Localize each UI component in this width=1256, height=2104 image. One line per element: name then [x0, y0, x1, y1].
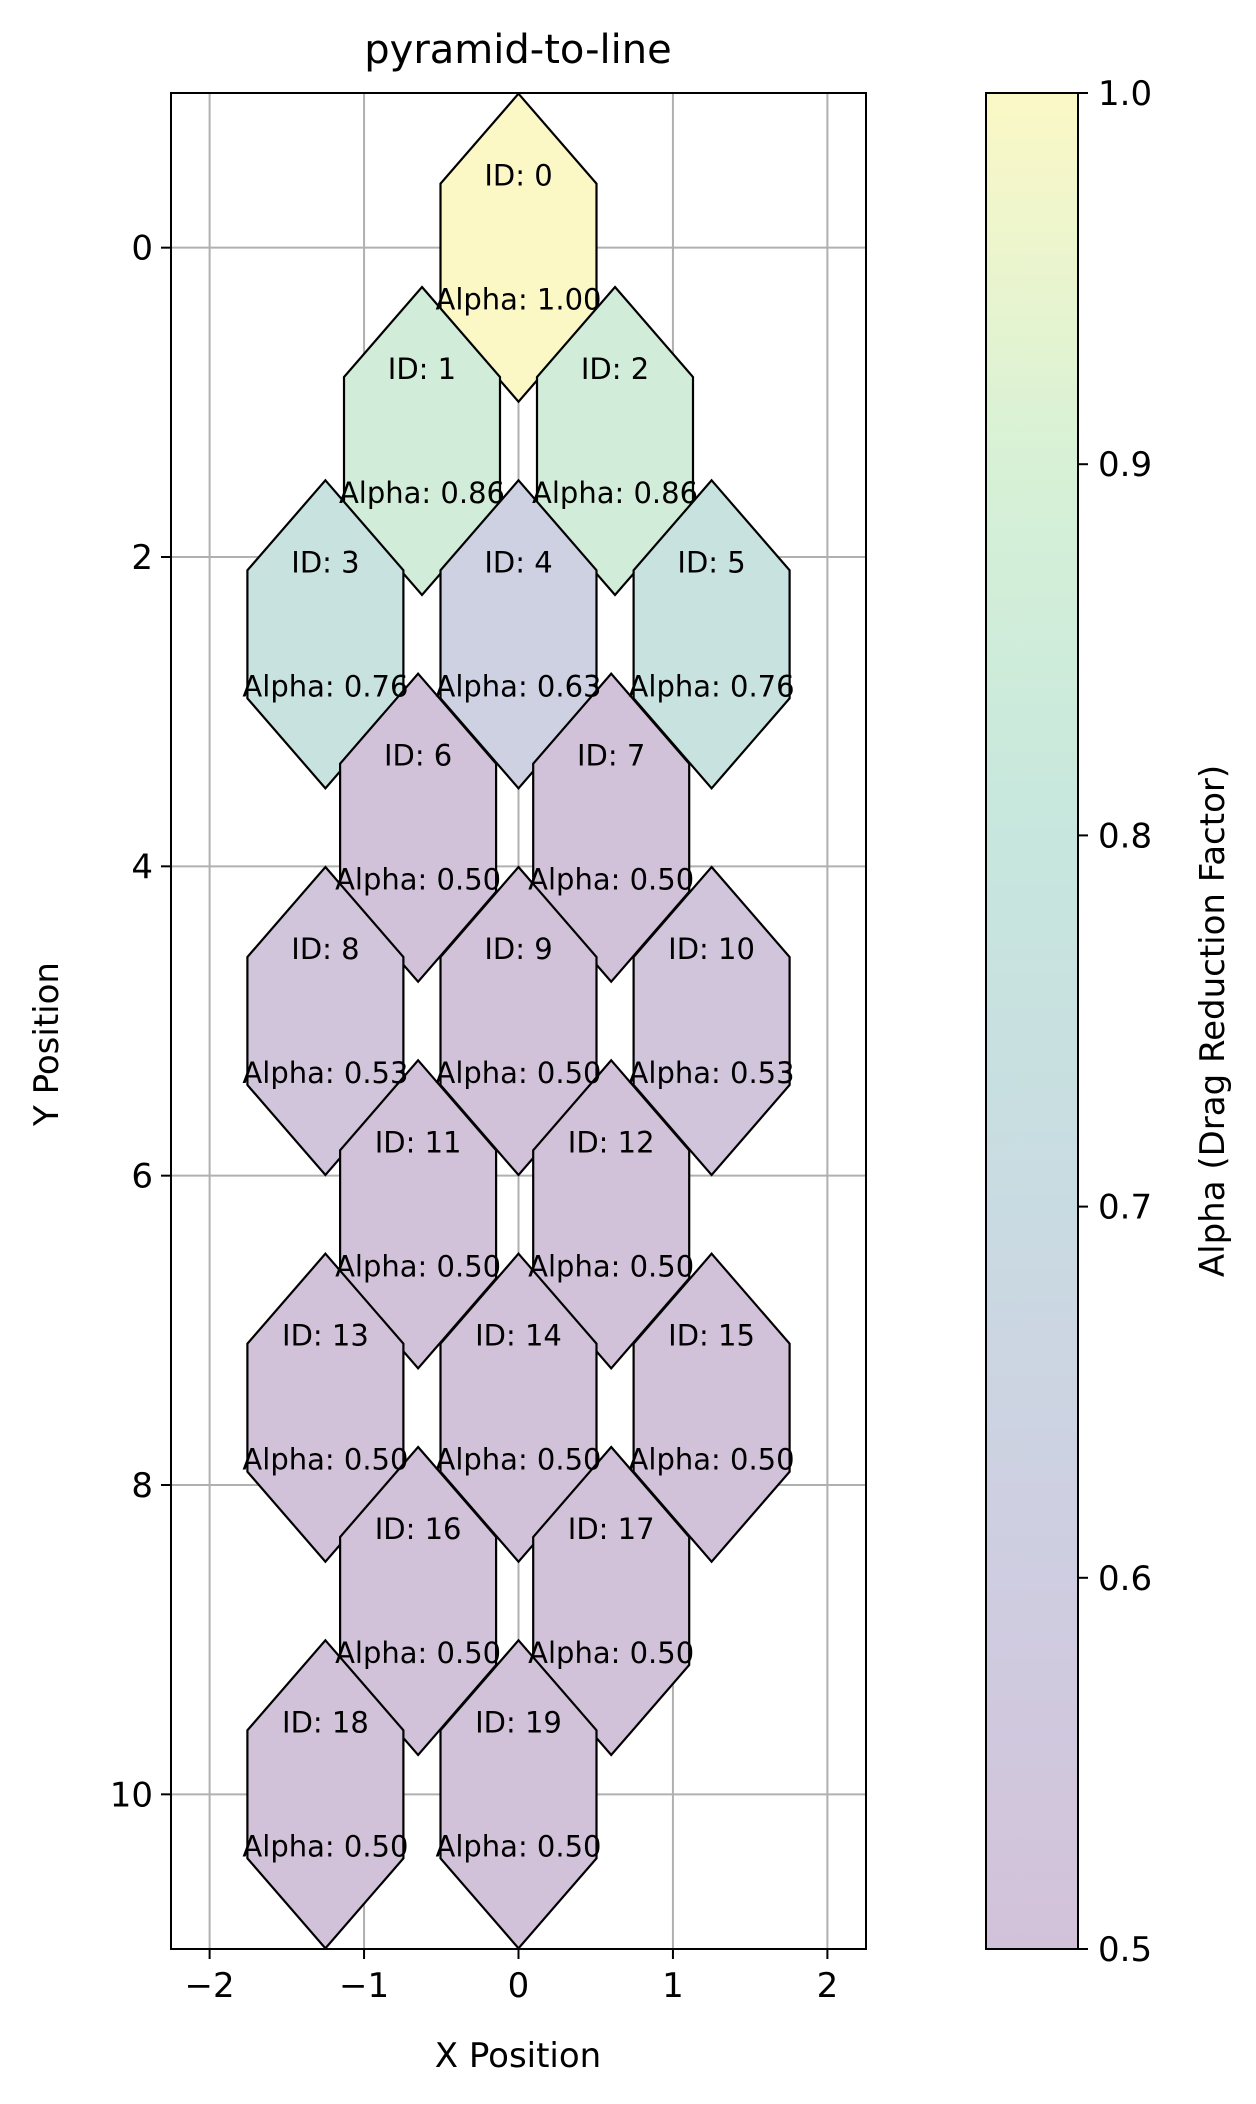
hexagon-alpha-label: Alpha: 0.50 [435, 1443, 601, 1477]
hexagon-cell [339, 1058, 498, 1370]
x-axis-ticks: −2 −1 0 1 2 [185, 1949, 839, 2006]
hexagon-id-label: ID: 15 [668, 1319, 755, 1353]
hexagon-id-label: ID: 2 [581, 352, 649, 386]
y-tick-label: 10 [110, 1775, 153, 1815]
hexagon-alpha-label: Alpha: 0.76 [629, 669, 795, 703]
hexagon-id-label: ID: 12 [568, 1125, 655, 1159]
colorbar-label: Alpha (Drag Reduction Factor) [1193, 765, 1233, 1277]
hexagon-id-label: ID: 14 [475, 1319, 562, 1353]
hexagon-alpha-label: Alpha: 0.86 [532, 476, 698, 510]
hexagon-cell [535, 285, 695, 597]
hexagon-alpha-label: Alpha: 0.50 [335, 863, 501, 897]
colorbar [985, 92, 1079, 1950]
y-tick-label: 0 [131, 229, 153, 269]
hexagon-alpha-label: Alpha: 0.50 [335, 1636, 501, 1670]
chart-title: pyramid-to-line [364, 27, 671, 73]
x-tick-label: 0 [508, 1966, 530, 2006]
hexagon-cell [339, 1445, 498, 1757]
hexagon-cell [439, 1252, 598, 1564]
hexagon-id-label: ID: 17 [568, 1512, 655, 1546]
hexagon-id-label: ID: 3 [291, 545, 359, 579]
x-tick-label: −1 [339, 1966, 389, 2006]
hexagon-alpha-label: Alpha: 0.53 [242, 1056, 408, 1090]
y-tick-label: 4 [131, 847, 153, 887]
hexagon-alpha-label: Alpha: 0.50 [629, 1443, 795, 1477]
hexagon-cell [632, 1252, 791, 1564]
hexagon-cell [439, 865, 598, 1177]
hexagon-alpha-label: Alpha: 0.86 [339, 476, 505, 510]
hexagon-id-label: ID: 16 [375, 1512, 462, 1546]
colorbar-tick-label: 1.0 [1098, 74, 1152, 114]
hexagon-cell [339, 672, 498, 984]
hexagon-id-label: ID: 13 [282, 1319, 369, 1353]
x-tick-label: 1 [662, 1966, 684, 2006]
hexagon-id-label: ID: 10 [668, 932, 755, 966]
hexagon-alpha-label: Alpha: 0.63 [435, 669, 601, 703]
hexagon-alpha-label: Alpha: 0.76 [242, 669, 408, 703]
hexagon-id-label: ID: 0 [484, 159, 552, 193]
hexagon-layer [246, 92, 791, 1950]
hexagon-label-layer: ID: 0 Alpha: 1.00 ID: 1 Alpha: 0.86 ID: 2 Alp… [242, 159, 794, 1864]
hexagon-id-label: ID: 19 [475, 1705, 562, 1739]
colorbar-tick-label: 0.8 [1098, 816, 1152, 856]
y-tick-label: 8 [131, 1466, 153, 1506]
hexagon-id-label: ID: 11 [375, 1125, 462, 1159]
hexagon-alpha-label: Alpha: 1.00 [435, 283, 601, 317]
hexagon-id-label: ID: 5 [677, 545, 745, 579]
hexagon-alpha-label: Alpha: 0.50 [528, 1636, 694, 1670]
y-axis-ticks: 0 2 4 6 8 10 [110, 229, 171, 1815]
x-tick-label: −2 [185, 1966, 235, 2006]
hexagon-cell [246, 478, 405, 790]
hexagon-alpha-label: Alpha: 0.53 [629, 1056, 795, 1090]
hexagon-alpha-label: Alpha: 0.50 [242, 1829, 408, 1863]
hexagon-id-label: ID: 6 [384, 739, 452, 773]
hexagon-alpha-label: Alpha: 0.50 [528, 1249, 694, 1283]
hexagon-id-label: ID: 18 [282, 1705, 369, 1739]
x-axis-label: X Position [435, 2036, 601, 2076]
colorbar-tick-label: 0.7 [1098, 1188, 1152, 1228]
hexagon-alpha-label: Alpha: 0.50 [435, 1056, 601, 1090]
colorbar-ticks: 0.5 0.6 0.7 0.8 0.9 1.0 [1078, 74, 1152, 1970]
hexagon-alpha-label: Alpha: 0.50 [528, 863, 694, 897]
hexagon-id-label: ID: 1 [388, 352, 456, 386]
hexagon-cell [532, 1058, 691, 1370]
hexagon-cell [439, 478, 598, 790]
hexagon-cell [246, 865, 405, 1177]
hexagon-alpha-label: Alpha: 0.50 [335, 1249, 501, 1283]
y-axis-label: Y Position [27, 962, 67, 1127]
hexagon-id-label: ID: 7 [577, 739, 645, 773]
y-tick-label: 6 [131, 1157, 153, 1197]
hexagon-cell [532, 672, 691, 984]
hexagon-alpha-label: Alpha: 0.50 [435, 1829, 601, 1863]
hexagon-cell [246, 1252, 405, 1564]
hexagon-id-label: ID: 4 [484, 545, 552, 579]
colorbar-tick-label: 0.9 [1098, 445, 1152, 485]
colorbar-tick-label: 0.6 [1098, 1559, 1152, 1599]
hexagon-cell [632, 865, 791, 1177]
hexagon-id-label: ID: 9 [484, 932, 552, 966]
hexagon-cell [439, 92, 598, 404]
hexagon-id-label: ID: 8 [291, 932, 359, 966]
y-tick-label: 2 [131, 538, 153, 578]
hexagon-alpha-label: Alpha: 0.50 [242, 1443, 408, 1477]
x-tick-label: 2 [817, 1966, 839, 2006]
hexagon-cell [532, 1445, 691, 1757]
hexagon-cell [632, 478, 791, 790]
hexagon-cell [342, 285, 502, 597]
colorbar-tick-label: 0.5 [1098, 1930, 1152, 1970]
